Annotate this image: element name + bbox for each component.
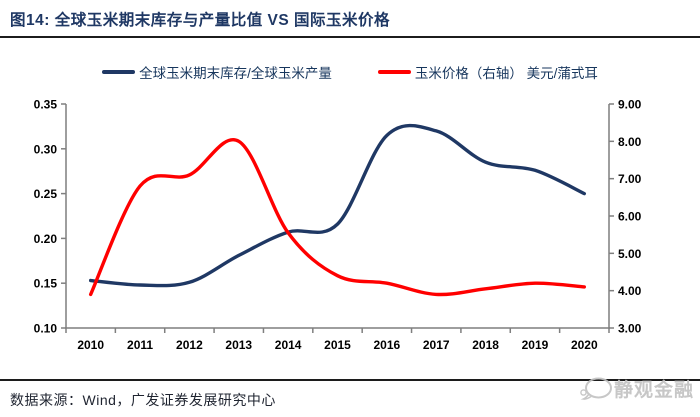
svg-text:0.15: 0.15 [34,277,58,291]
svg-text:2012: 2012 [176,338,203,352]
data-source: 数据来源：Wind，广发证券发展研究中心 [10,392,276,408]
footer-divider [0,379,700,381]
watermark: 静观金融 [580,375,694,402]
svg-text:0.35: 0.35 [34,98,58,112]
navy-line-swatch [102,70,136,74]
svg-text:0.10: 0.10 [34,322,58,336]
figure-title: 图14: 全球玉米期末库存与产量比值 VS 国际玉米价格 [10,12,390,29]
svg-text:6.00: 6.00 [618,210,642,224]
svg-text:2011: 2011 [127,338,153,352]
title-divider [0,36,700,38]
svg-text:2016: 2016 [374,338,401,352]
legend-label-stock-ratio: 全球玉米期末库存/全球玉米产量 [139,66,332,81]
svg-text:0.20: 0.20 [34,232,58,246]
svg-text:8.00: 8.00 [618,135,642,149]
svg-text:2019: 2019 [522,338,549,352]
chat-bubble-icon [580,377,612,400]
svg-text:2020: 2020 [571,338,598,352]
svg-text:9.00: 9.00 [618,98,642,112]
svg-text:0.30: 0.30 [34,142,58,156]
red-line-swatch [377,70,411,74]
svg-text:2015: 2015 [324,338,351,352]
svg-text:2014: 2014 [275,338,302,352]
svg-text:4.00: 4.00 [618,284,642,298]
svg-text:3.00: 3.00 [618,322,642,336]
legend-item-corn-price: 玉米价格（右轴） 美元/蒲式耳 [377,62,598,82]
legend-item-stock-ratio: 全球玉米期末库存/全球玉米产量 [102,62,332,82]
legend-label-corn-price: 玉米价格（右轴） 美元/蒲式耳 [414,66,598,81]
chart-legend: 全球玉米期末库存/全球玉米产量 玉米价格（右轴） 美元/蒲式耳 [0,63,700,81]
svg-text:2017: 2017 [423,338,450,352]
svg-text:2013: 2013 [225,338,252,352]
svg-text:2018: 2018 [472,338,499,352]
svg-text:2010: 2010 [77,338,104,352]
watermark-text: 静观金融 [613,380,694,401]
svg-text:7.00: 7.00 [618,172,642,186]
svg-text:5.00: 5.00 [618,247,642,261]
svg-text:0.25: 0.25 [34,187,58,201]
